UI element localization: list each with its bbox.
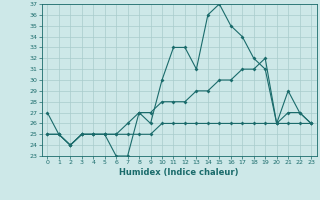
X-axis label: Humidex (Indice chaleur): Humidex (Indice chaleur) (119, 168, 239, 177)
